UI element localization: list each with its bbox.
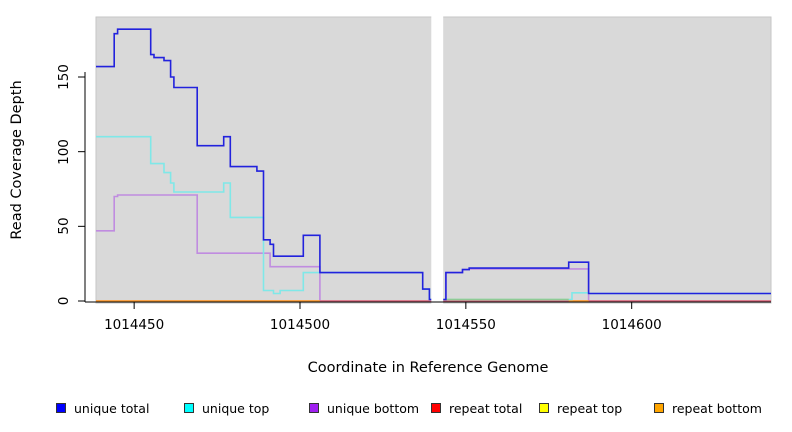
series-line-unique-total — [96, 28, 771, 301]
x-tick-label-3: 1014600 — [601, 317, 662, 333]
legend-swatch-icon — [654, 403, 664, 413]
y-axis-label: Read Coverage Depth — [9, 80, 25, 240]
legend-swatch-icon — [431, 403, 441, 413]
legend-label: unique bottom — [327, 400, 420, 416]
y-tick-label-1: 50 — [56, 217, 72, 235]
legend-label: repeat bottom — [672, 400, 762, 416]
y-tick-label-0: 0 — [56, 296, 72, 306]
legend-label: repeat total — [449, 400, 523, 416]
legend-item-unique-bottom: unique bottom — [309, 400, 420, 416]
legend-item-unique-total: unique total — [56, 400, 150, 416]
legend-swatch-icon — [309, 403, 319, 413]
legend-label: repeat top — [557, 400, 623, 416]
y-tick-label-2: 100 — [56, 138, 72, 165]
legend-swatch-icon — [539, 403, 549, 413]
legend-label: unique top — [202, 400, 270, 416]
legend-label: unique total — [74, 400, 150, 416]
legend-item-repeat-total: repeat total — [431, 400, 523, 416]
legend-swatch-icon — [184, 403, 194, 413]
legend-swatch-icon — [56, 403, 66, 413]
x-axis-label: Coordinate in Reference Genome — [307, 360, 549, 376]
x-tick-label-1: 1014500 — [269, 317, 331, 333]
y-tick-label-3: 150 — [56, 64, 72, 90]
x-tick-label-2: 1014550 — [435, 317, 496, 333]
coverage-gap-band — [431, 16, 444, 304]
x-tick-label-0: 1014450 — [104, 317, 165, 333]
legend-item-unique-top: unique top — [184, 400, 270, 416]
legend-item-repeat-bottom: repeat bottom — [654, 400, 762, 416]
legend-item-repeat-top: repeat top — [539, 400, 623, 416]
